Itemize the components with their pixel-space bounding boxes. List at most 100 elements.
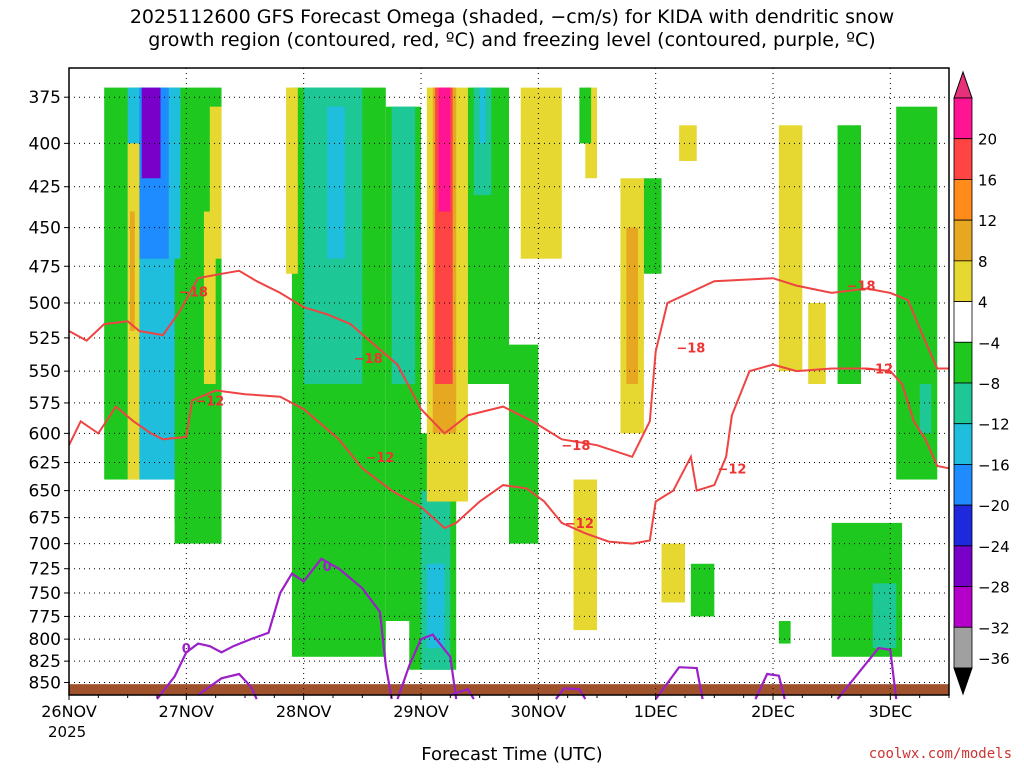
plot-frame xyxy=(68,67,950,696)
colorbar-label-8: −16 xyxy=(978,456,1010,474)
y-tick-label-3: 450 xyxy=(29,219,61,239)
omega-region-30 xyxy=(626,227,639,385)
colorbar-label-7: −12 xyxy=(978,416,1010,434)
purple-contour-4 xyxy=(555,687,587,700)
y-tick-label-5: 500 xyxy=(29,294,61,314)
colorbar-swatch-2 xyxy=(953,179,973,221)
omega-region-41 xyxy=(872,583,897,649)
omega-region-8 xyxy=(203,211,216,385)
credit-text: coolwx.com/models xyxy=(868,746,1012,762)
colorbar-label-5: −4 xyxy=(978,334,1000,352)
purple-contour-6 xyxy=(754,672,786,700)
red-contour-label-5: −12 xyxy=(195,394,224,409)
purple-contour-label-1: 0 xyxy=(323,560,332,575)
y-tick-label-0: 375 xyxy=(29,88,61,108)
omega-region-11 xyxy=(327,106,345,259)
red-contour-label-1: −18 xyxy=(354,352,383,367)
y-tick-label-13: 700 xyxy=(29,535,61,555)
omega-region-26 xyxy=(520,87,562,259)
y-tick-label-8: 575 xyxy=(29,394,61,414)
y-tick-label-18: 825 xyxy=(29,652,61,672)
colorbar-label-6: −8 xyxy=(978,375,1000,393)
omega-region-44 xyxy=(808,302,826,385)
omega-region-38 xyxy=(778,621,791,644)
red-contour-label-7: −12 xyxy=(565,517,594,532)
omega-region-6 xyxy=(130,211,135,332)
y-tick-label-7: 550 xyxy=(29,362,61,382)
omega-region-18 xyxy=(426,563,445,649)
y-tick-label-9: 600 xyxy=(29,424,61,444)
x-tick-label-1: 27NOV xyxy=(159,702,215,721)
omega-region-27 xyxy=(509,344,539,544)
colorbar-label-1: 16 xyxy=(978,171,997,189)
red-contour-0 xyxy=(68,269,949,459)
colorbar-label-3: 8 xyxy=(978,253,988,271)
purple-contour-5 xyxy=(654,666,704,700)
y-tick-label-11: 650 xyxy=(29,482,61,502)
y-tick-label-16: 775 xyxy=(29,607,61,627)
colorbar-swatch-7 xyxy=(953,382,973,425)
omega-region-13 xyxy=(391,106,416,385)
colorbar-label-13: −36 xyxy=(978,650,1010,668)
y-tick-label-10: 625 xyxy=(29,454,61,474)
red-contour-label-4: −18 xyxy=(847,280,876,295)
omega-region-22 xyxy=(438,87,451,212)
contour-labels: −18 −18 −18 −18 −18 −12 −12 −12 −12 −12 0 0 xyxy=(179,280,893,657)
omega-region-33 xyxy=(579,87,592,144)
y-tick-label-15: 750 xyxy=(29,584,61,604)
colorbar-swatch-5 xyxy=(953,301,973,343)
y-tick-label-19: 850 xyxy=(29,673,61,693)
colorbar-swatch-3 xyxy=(953,219,973,262)
x-tick-label-6: 2DEC xyxy=(751,702,795,721)
freezing-contours xyxy=(156,557,898,700)
omega-region-36 xyxy=(778,125,803,372)
y-tick-label-14: 725 xyxy=(29,560,61,580)
omega-region-35 xyxy=(690,563,715,617)
colorbar-label-9: −20 xyxy=(978,497,1010,515)
colorbar-swatch-12 xyxy=(953,586,973,628)
omega-shading xyxy=(104,87,938,670)
axes: 375 400 425 450 475 500 525 550 575 600 625 650 675 7… xyxy=(29,67,950,721)
y-tick-label-4: 475 xyxy=(29,257,61,277)
colorbar-swatch-0 xyxy=(953,97,973,140)
purple-contour-label-0: 0 xyxy=(182,642,191,657)
purple-contour-7 xyxy=(836,646,898,700)
x-tick-label-2: 28NOV xyxy=(276,702,332,721)
chart-title: 2025112600 GFS Forecast Omega (shaded, −… xyxy=(0,6,1024,52)
colorbar-label-10: −24 xyxy=(978,538,1010,556)
y-tick-label-12: 675 xyxy=(29,509,61,529)
red-contour-label-3: −18 xyxy=(676,341,705,356)
colorbar-swatch-4 xyxy=(953,260,973,302)
x-tick-label-4: 30NOV xyxy=(511,702,567,721)
red-contour-label-8: −12 xyxy=(717,462,746,477)
omega-region-37 xyxy=(661,543,685,603)
x-tick-label-0: 26NOV xyxy=(41,702,97,721)
colorbar-label-4: 4 xyxy=(978,294,988,312)
omega-region-4 xyxy=(141,87,161,179)
colorbar-label-12: −32 xyxy=(978,619,1010,637)
terrain-band xyxy=(69,684,949,695)
x-axis-label: Forecast Time (UTC) xyxy=(421,744,603,765)
red-contour-label-9: −12 xyxy=(864,363,893,378)
purple-contour-3 xyxy=(449,687,475,700)
x-tick-label-3: 29NOV xyxy=(393,702,449,721)
purple-contour-0 xyxy=(156,557,393,700)
colorbar-label-11: −28 xyxy=(978,579,1010,597)
y-tick-label-17: 800 xyxy=(29,630,61,650)
purple-contour-1 xyxy=(197,672,258,700)
dendritic-contours xyxy=(68,269,950,545)
x-tick-label-5: 1DEC xyxy=(634,702,678,721)
omega-region-28 xyxy=(573,479,597,631)
grid-lines xyxy=(68,68,949,695)
colorbar-swatch-10 xyxy=(953,504,973,547)
colorbar: 20 16 12 8 4 −4 −8 −12 −16 −20 −24 −28 −32 −36 xyxy=(953,70,1010,696)
omega-region-7 xyxy=(174,258,199,523)
omega-region-43 xyxy=(919,384,932,434)
colorbar-swatch-9 xyxy=(953,464,973,506)
colorbar-swatch-11 xyxy=(953,545,973,587)
red-contour-label-6: −12 xyxy=(365,451,394,466)
omega-region-39 xyxy=(837,125,861,385)
chart-title-line-2: growth region (contoured, red, ºC) and f… xyxy=(148,29,876,51)
omega-region-14 xyxy=(286,87,298,274)
